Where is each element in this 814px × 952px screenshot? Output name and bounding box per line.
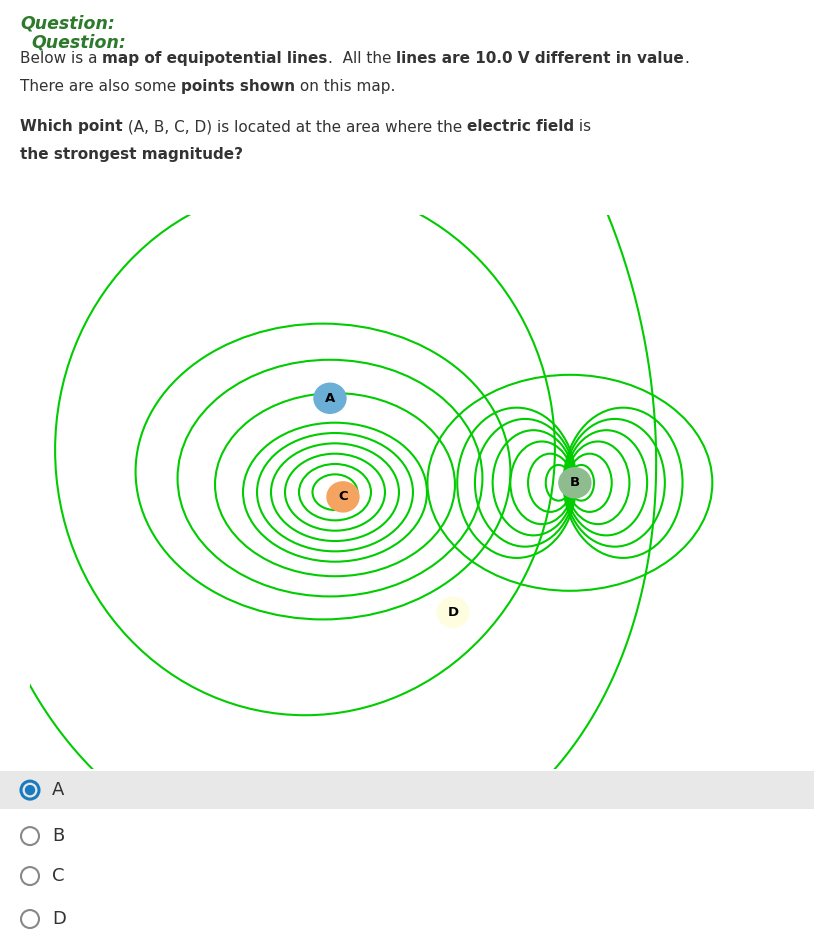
Text: map of equipotential lines: map of equipotential lines [103,51,328,66]
Text: There are also some: There are also some [20,79,182,94]
Text: D: D [448,605,458,619]
Text: (A, B, C, D) is located at the area where the: (A, B, C, D) is located at the area wher… [123,119,466,134]
Text: Question:: Question: [31,33,126,51]
FancyBboxPatch shape [0,771,814,809]
Text: D: D [52,910,66,928]
Text: electric field: electric field [466,119,574,134]
Text: .: . [684,51,689,66]
Text: lines are 10.0 V different in value: lines are 10.0 V different in value [396,51,684,66]
Circle shape [559,467,591,498]
Text: Question:: Question: [20,14,115,32]
Text: A: A [325,392,335,405]
Text: on this map.: on this map. [295,79,396,94]
Text: points shown: points shown [182,79,295,94]
Circle shape [437,597,469,627]
Text: the strongest magnitude?: the strongest magnitude? [20,148,243,162]
Text: Below is a: Below is a [20,51,103,66]
Text: C: C [338,490,348,504]
Text: B: B [570,476,580,489]
Text: is: is [574,119,591,134]
Text: Which point: Which point [20,119,123,134]
Circle shape [314,384,346,413]
Circle shape [327,482,359,512]
Text: C: C [52,867,64,885]
Text: B: B [52,827,64,845]
Text: A: A [52,781,64,799]
Text: .  All the: . All the [328,51,396,66]
Circle shape [25,785,34,795]
